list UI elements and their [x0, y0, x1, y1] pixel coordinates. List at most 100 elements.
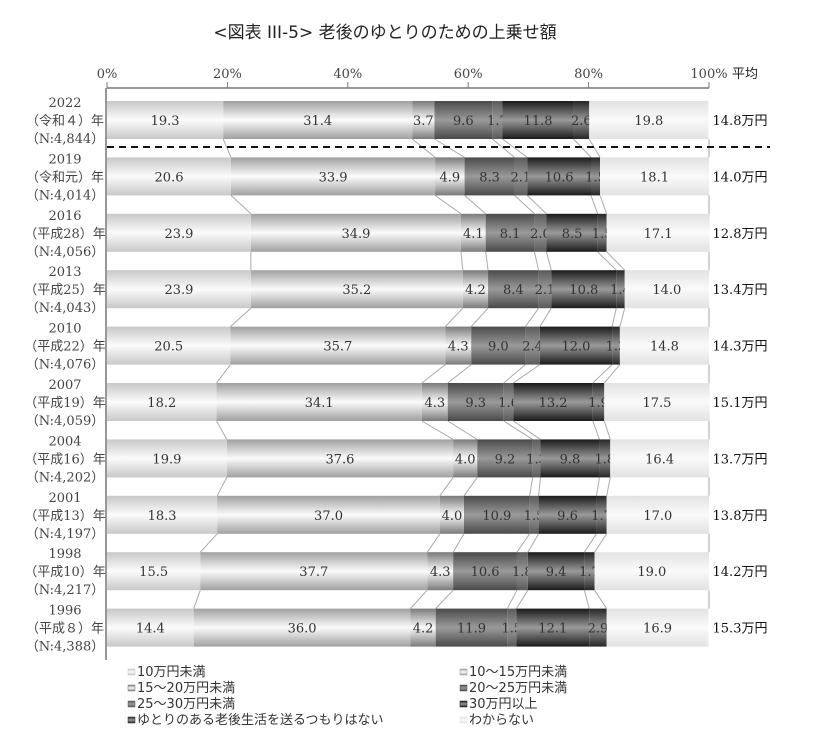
data-label: 4.2 [465, 283, 486, 298]
connector-line [516, 533, 531, 553]
bar-segment [527, 552, 585, 591]
average-label: 13.4万円 [713, 283, 768, 298]
data-label: 9.3 [465, 396, 486, 411]
bar-segment [612, 326, 620, 365]
year-label: 1998 [48, 547, 81, 562]
data-label: 10.9 [482, 509, 511, 524]
data-label: 4.0 [455, 452, 476, 467]
legend-label: 30万円以上 [469, 697, 538, 712]
connector-line [529, 477, 534, 496]
connector-line [485, 251, 489, 271]
data-label: 20.5 [154, 340, 183, 355]
data-label: 33.9 [319, 170, 348, 185]
bar-segment [600, 157, 709, 196]
bar-segment [597, 213, 607, 252]
average-label: 13.7万円 [713, 452, 768, 467]
legend-item: 10～15万円未満 [459, 665, 567, 680]
x-tick-label: 100% [690, 67, 727, 82]
data-label: 3.7 [413, 114, 434, 129]
bar-segment [250, 270, 463, 309]
connector-line [410, 589, 428, 609]
data-label: 31.4 [303, 114, 332, 129]
data-label: 9.2 [495, 452, 516, 467]
bar-segment [453, 552, 517, 591]
data-label: 9.8 [560, 452, 581, 467]
bar-segment [527, 157, 592, 196]
year-label: 2001 [48, 491, 81, 506]
connector-line [539, 307, 552, 327]
connector-line [603, 420, 611, 440]
legend-swatch [127, 700, 136, 708]
connector-line [594, 533, 608, 553]
data-label: 2.6 [571, 114, 592, 129]
bar-segment [477, 439, 533, 478]
connector-line [513, 364, 541, 384]
legend-label: 20～25万円未満 [469, 681, 567, 696]
era-label: （平成19）年 [24, 396, 106, 411]
year-label: 2007 [48, 378, 81, 393]
average-label: 15.1万円 [713, 396, 768, 411]
legend-swatch [127, 684, 136, 692]
data-label: 8.3 [479, 170, 500, 185]
data-label: 14.4 [136, 622, 165, 637]
data-label: 37.0 [314, 509, 343, 524]
data-label: 4.0 [442, 509, 463, 524]
sample-size-label: （N:4,056） [26, 245, 105, 260]
data-label: 2.1 [535, 283, 556, 298]
bar-segment [532, 439, 541, 478]
average-label: 15.3万円 [713, 622, 768, 637]
connector-line [491, 138, 515, 158]
bar-segment [200, 552, 428, 591]
avg-header: 平均 [732, 67, 758, 82]
bar-segment [460, 213, 486, 252]
bar-segment [525, 326, 540, 365]
legend-item: 30万円以上 [459, 697, 538, 712]
bar-segment [516, 552, 528, 591]
data-label: 1.9 [588, 396, 609, 411]
data-label: 35.7 [323, 340, 352, 355]
data-label: 10.6 [471, 565, 500, 580]
data-label: 2.0 [530, 227, 551, 242]
data-label: 4.3 [448, 340, 469, 355]
data-label: 4.9 [439, 170, 460, 185]
bar-segment [507, 608, 517, 647]
bar-segment [107, 495, 218, 534]
data-label: 4.3 [430, 565, 451, 580]
connector-line [506, 589, 518, 609]
bar-segment [619, 326, 709, 365]
bar-segment [492, 101, 503, 139]
data-label: 1.8 [595, 452, 616, 467]
bar-segment [223, 101, 413, 139]
chart-title: <図表 III-5> 老後のゆとりのための上乗せ額 [213, 23, 557, 43]
connector-line [583, 590, 590, 609]
data-label: 4.2 [413, 622, 434, 637]
connector-line [573, 138, 592, 158]
data-label: 19.8 [634, 114, 663, 129]
data-label: 16.4 [645, 452, 674, 467]
bar-segment [538, 270, 552, 309]
legend-label: わからない [469, 713, 534, 728]
bar-segment [604, 383, 710, 421]
bar-segment [447, 383, 504, 421]
bar-segment [193, 608, 411, 647]
data-label: 11.8 [524, 114, 553, 129]
era-label: （令和元）年 [26, 170, 104, 185]
legend-label: 25～30万円未満 [137, 697, 235, 712]
era-label: （平成16）年 [24, 452, 106, 467]
bar-segment [412, 101, 435, 139]
era-label: （平成10）年 [24, 565, 106, 580]
bar-segment [589, 608, 607, 647]
data-label: 18.2 [147, 396, 176, 411]
bar-segment [216, 383, 422, 421]
bar-segment [453, 439, 478, 478]
bar-segment [463, 495, 530, 534]
connector-line [533, 251, 540, 271]
legend-item: 25～30万円未満 [127, 697, 235, 712]
bar-segment [546, 213, 598, 252]
bar-segment [540, 439, 600, 478]
connector-line [590, 195, 599, 214]
connector-line [434, 138, 465, 158]
data-label: 4.1 [463, 227, 484, 242]
bar-segment [516, 608, 590, 647]
data-label: 15.5 [139, 565, 168, 580]
